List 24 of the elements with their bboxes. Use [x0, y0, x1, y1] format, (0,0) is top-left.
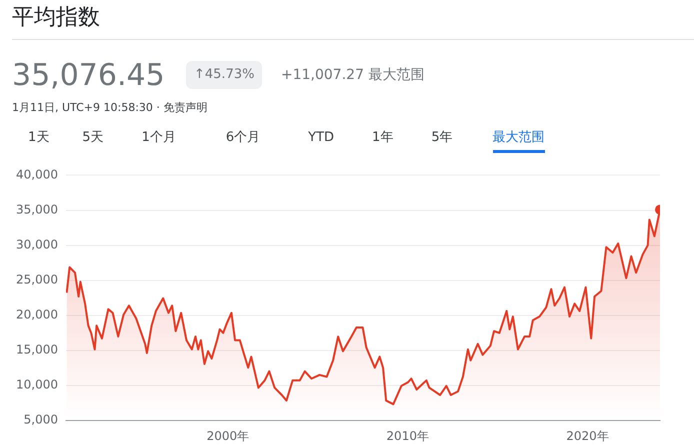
y-tick-label: 25,000 — [16, 272, 58, 286]
text: 1年 — [372, 129, 394, 147]
y-tick-label: 20,000 — [16, 308, 58, 322]
y-tick-label: 15,000 — [16, 342, 58, 357]
x-tick-label: 2010年 — [386, 428, 429, 443]
text: YTD — [308, 129, 334, 147]
y-tick-label: 35,000 — [16, 202, 58, 216]
text: 最大范围 — [492, 126, 545, 153]
x-tick-label: 2020年 — [566, 428, 609, 443]
text: ↑45.73% — [186, 61, 262, 89]
text: +11,007.27 最大范围 — [281, 66, 424, 84]
x-tick-label: 2000年 — [206, 428, 250, 443]
text: 5天 — [82, 129, 104, 147]
text: 1月11日, UTC+9 10:58:30 · 免责声明 — [12, 100, 208, 115]
y-tick-label: 40,000 — [16, 167, 58, 182]
y-tick-label: 30,000 — [16, 237, 58, 252]
y-tick-label: 5,000 — [24, 412, 58, 427]
text: 5年 — [431, 129, 453, 147]
text: 1个月 — [142, 129, 176, 147]
chart-title: 平均指数 — [12, 4, 100, 32]
chart-subtitle: 35,076.45 — [12, 58, 165, 93]
text: 1天 — [28, 129, 50, 147]
text: 6个月 — [226, 129, 260, 147]
y-tick-label: 10,000 — [16, 378, 58, 392]
